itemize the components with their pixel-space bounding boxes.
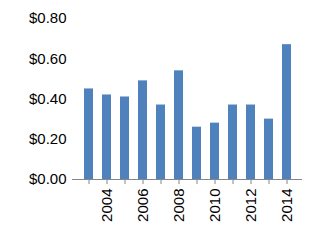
svg-text:$0.40: $0.40	[29, 90, 67, 107]
svg-text:2010: 2010	[206, 189, 223, 222]
svg-text:2014: 2014	[278, 189, 295, 222]
svg-text:$0.80: $0.80	[29, 9, 67, 26]
svg-text:$0.60: $0.60	[29, 50, 67, 67]
svg-text:2008: 2008	[170, 189, 187, 222]
svg-text:2012: 2012	[242, 189, 259, 222]
svg-text:$0.00: $0.00	[29, 170, 67, 187]
svg-text:$0.20: $0.20	[29, 130, 67, 147]
svg-text:2004: 2004	[98, 189, 115, 222]
svg-text:2006: 2006	[134, 189, 151, 222]
